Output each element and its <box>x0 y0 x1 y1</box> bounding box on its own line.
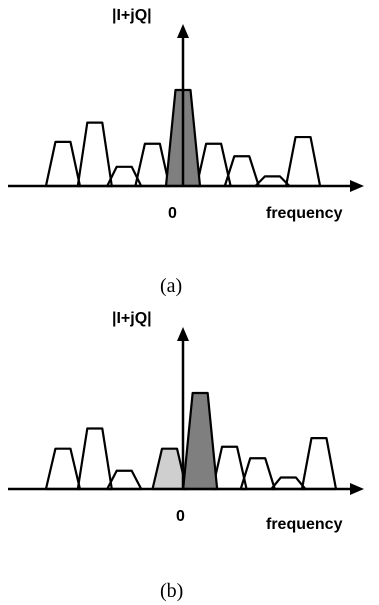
channel-spectrum-b-2 <box>76 427 113 491</box>
magnitude-axis-label-a: |I+jQ| <box>112 7 152 24</box>
channel-spectrum-a-2 <box>76 121 113 188</box>
channel-spectrum-a-7 <box>254 175 291 188</box>
channel-spectrum-b-6 <box>270 476 307 491</box>
spectrum-figure-b: |I+jQ| 0 frequency (b) <box>0 303 379 605</box>
channel-spectrum-a-8 <box>284 135 322 188</box>
channel-group-b <box>44 391 338 491</box>
origin-label-b: 0 <box>176 508 185 525</box>
magnitude-axis-label-b: |I+jQ| <box>112 310 152 327</box>
spectrum-figure-a: |I+jQ| 0 frequency (a) <box>0 0 379 302</box>
figure-caption-a: (a) <box>160 275 182 297</box>
channel-spectrum-b-9 <box>182 391 219 491</box>
channel-spectrum-b-4 <box>211 445 248 491</box>
channel-spectrum-a-5 <box>195 142 232 188</box>
magnitude-axis-arrow-a <box>177 24 189 38</box>
spectrum-plot-a: |I+jQ| 0 frequency (a) <box>8 7 364 297</box>
channel-spectrum-a-1 <box>44 140 82 188</box>
channel-spectrum-b-8 <box>151 447 188 491</box>
frequency-axis-label-b: frequency <box>266 516 343 533</box>
frequency-axis-arrow-b <box>350 483 364 495</box>
channel-group-a <box>44 88 322 188</box>
origin-label-a: 0 <box>168 205 177 222</box>
channel-spectrum-a-4 <box>134 142 171 188</box>
frequency-axis-label-a: frequency <box>266 205 343 222</box>
magnitude-axis-arrow-b <box>177 327 189 341</box>
spectrum-plot-b: |I+jQ| 0 frequency (b) <box>8 310 364 602</box>
channel-spectrum-b-1 <box>44 447 82 491</box>
frequency-axis-arrow-a <box>350 180 364 192</box>
channel-spectrum-b-7 <box>300 437 338 491</box>
figure-caption-b: (b) <box>160 580 183 602</box>
